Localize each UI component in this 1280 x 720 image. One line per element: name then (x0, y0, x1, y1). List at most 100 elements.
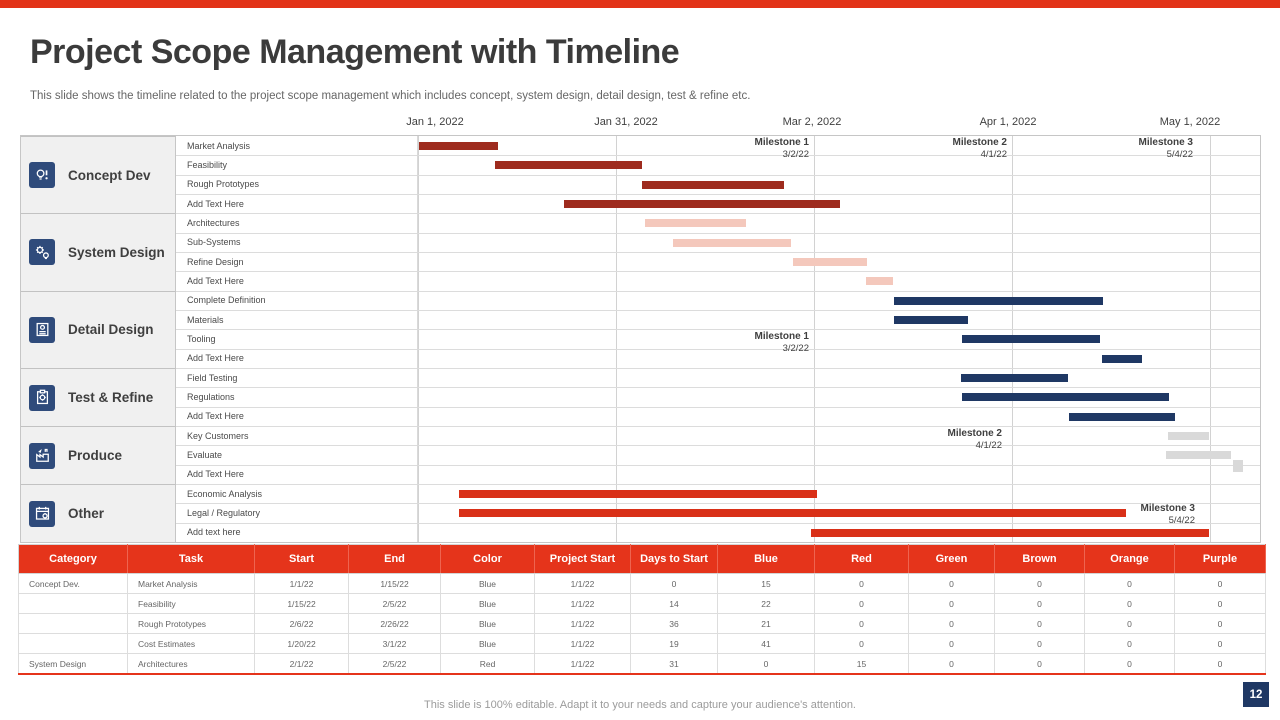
gantt-bar-legal-regulatory (459, 509, 1126, 518)
task-label-cell: Architectures (176, 213, 418, 233)
table-cell: Feasibility (127, 593, 255, 614)
milestone-name: Milestone 3 (1140, 503, 1195, 514)
task-label-cell: Legal / Regulatory (176, 503, 418, 523)
table-cell: 0 (994, 593, 1085, 614)
milestone-label: Milestone 1 3/2/22 (589, 137, 809, 160)
task-label-cell: Economic Analysis (176, 484, 418, 504)
table-cell: 0 (908, 633, 995, 654)
category-label: Detail Design (68, 322, 154, 338)
table-body: Concept Dev. Market Analysis 1/1/22 1/15/22… (18, 573, 1266, 675)
category-label: Concept Dev (68, 167, 151, 183)
table-cell: 41 (717, 633, 815, 654)
table-cell: 0 (1084, 573, 1175, 594)
gantt-bar-economic-analysis (459, 490, 817, 498)
table-cell: 0 (994, 573, 1085, 594)
gantt-bar-add-text-here (811, 528, 1209, 537)
row-gridline (176, 348, 1260, 350)
idea-icon (29, 162, 55, 189)
row-gridline (176, 155, 1260, 157)
table-cell: 0 (630, 573, 718, 594)
gantt-bar-materials (894, 316, 968, 324)
gantt-bar-feasibility (495, 161, 642, 170)
category-label: System Design (68, 244, 165, 260)
table-cell: 0 (994, 633, 1085, 654)
task-label-cell: Add Text Here (176, 348, 418, 368)
blueprint-icon (29, 316, 55, 343)
table-cell: 1/1/22 (534, 613, 631, 634)
table-header-red: Red (814, 544, 909, 574)
table-cell: 1/1/22 (534, 573, 631, 594)
timeline-gridline (1210, 136, 1211, 542)
page-number-badge: 12 (1243, 682, 1269, 707)
task-label-cell: Complete Definition (176, 290, 418, 310)
row-gridline (176, 484, 1260, 485)
row-gridline (176, 232, 1260, 234)
table-cell: 1/1/22 (534, 593, 631, 614)
table-header-category: Category (18, 544, 128, 574)
milestone-date: 4/1/22 (975, 440, 1002, 451)
table-header-project-start: Project Start (534, 544, 631, 574)
table-cell: 31 (630, 653, 718, 675)
milestone-name: Milestone 1 (754, 331, 809, 342)
table-cell: 22 (717, 593, 815, 614)
table-cell: Concept Dev. (18, 573, 128, 594)
gantt-bar-add-text-here (1102, 354, 1142, 363)
table-header-green: Green (908, 544, 995, 574)
table-cell: 19 (630, 633, 718, 654)
table-cell: 3/1/22 (348, 633, 441, 654)
table-header-orange: Orange (1084, 544, 1175, 574)
gantt-bar-rough-prototypes (642, 180, 784, 189)
milestone-name: Milestone 1 (754, 137, 809, 148)
table-header-purple: Purple (1174, 544, 1266, 574)
gantt-bar-architectures (645, 219, 746, 228)
table-cell: 0 (1174, 633, 1266, 654)
timeline-date-label: Apr 1, 2022 (979, 116, 1037, 128)
category-label: Produce (68, 448, 123, 463)
row-gridline (176, 271, 1260, 273)
row-gridline (176, 426, 1260, 427)
task-label-cell: Refine Design (176, 252, 418, 272)
milestone-date: 3/2/22 (782, 149, 809, 160)
table-cell (18, 633, 128, 654)
timeline-date-label: Jan 1, 2022 (406, 116, 464, 128)
timeline-gridline (418, 136, 419, 542)
table-cell: 0 (1174, 593, 1266, 614)
gantt-bar-refine-design (793, 258, 867, 266)
gantt-bar-evaluate (1166, 451, 1231, 460)
gantt-bar-add-text-here (1069, 412, 1175, 421)
row-gridline (176, 213, 1260, 215)
slide-subtitle: This slide shows the timeline related to… (30, 90, 751, 102)
table-header-brown: Brown (994, 544, 1085, 574)
task-label-cell: Tooling (176, 329, 418, 349)
timeline-date-label: Mar 2, 2022 (782, 116, 842, 128)
row-gridline (176, 368, 1260, 369)
table-cell: 15 (717, 573, 815, 594)
slide-footer-note: This slide is 100% editable. Adapt it to… (424, 699, 856, 711)
gantt-chart: Concept Dev Market Analysis Feasibility Rou… (20, 135, 1261, 543)
table-header-task: Task (127, 544, 255, 574)
gantt-data-table: Category Task Start End Color Project Start Da… (18, 544, 1266, 675)
table-header-start: Start (254, 544, 349, 574)
calendar-gear-icon (29, 500, 55, 527)
table-cell: 0 (908, 593, 995, 614)
category-cell-produce: Produce (21, 426, 176, 484)
table-cell: 0 (908, 613, 995, 634)
category-cell-concept-dev: Concept Dev (21, 136, 176, 214)
table-cell: 1/1/22 (534, 633, 631, 654)
row-gridline (176, 194, 1260, 195)
row-gridline (176, 310, 1260, 311)
table-cell: 14 (630, 593, 718, 614)
gantt-bar-sub-systems (673, 238, 791, 247)
table-cell: 0 (908, 573, 995, 594)
task-label-cell: Add Text Here (176, 271, 418, 291)
table-cell: 0 (1084, 613, 1175, 634)
row-gridline (176, 503, 1260, 505)
milestone-name: Milestone 3 (1138, 137, 1193, 148)
gantt-bar-field-testing (961, 374, 1068, 382)
row-gridline (176, 329, 1260, 331)
table-cell: 0 (717, 653, 815, 675)
gantt-bar-key-customers (1168, 432, 1209, 440)
milestone-name: Milestone 2 (952, 137, 1007, 148)
gear-bulb-icon (29, 239, 55, 266)
table-cell: 2/26/22 (348, 613, 441, 634)
